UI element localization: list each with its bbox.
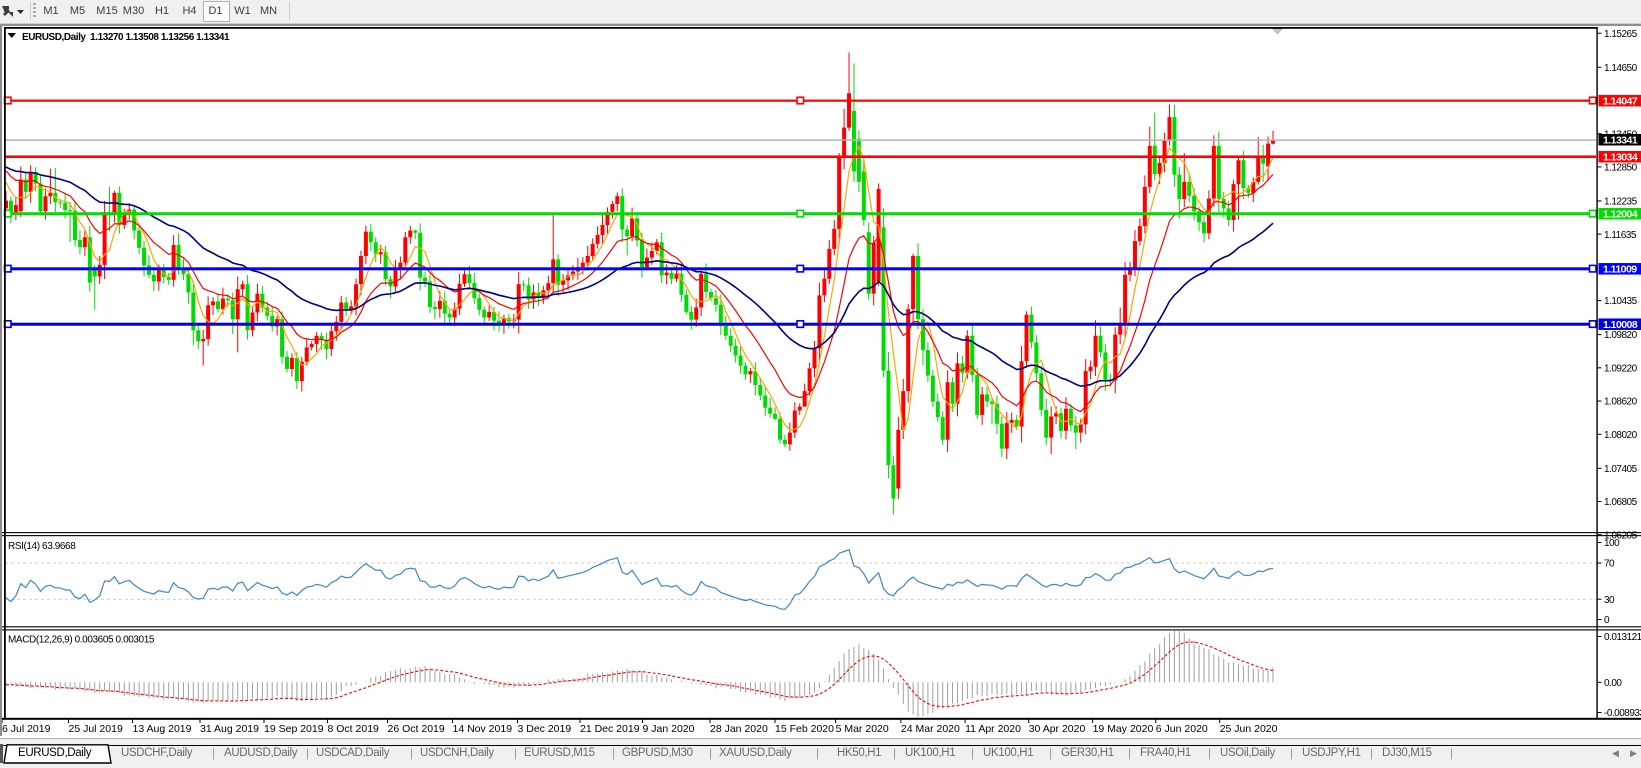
svg-text:6 Jul 2019: 6 Jul 2019 — [2, 723, 51, 735]
svg-text:1.09220: 1.09220 — [1604, 363, 1638, 374]
svg-text:1.10008: 1.10008 — [1603, 319, 1638, 331]
svg-text:11 Apr 2020: 11 Apr 2020 — [965, 723, 1021, 735]
svg-text:EURUSD,Daily 1.13270 1.13508: EURUSD,Daily 1.13270 1.13508 1.13256 1.1… — [22, 32, 230, 43]
svg-text:70: 70 — [1604, 559, 1615, 570]
svg-text:24 Mar 2020: 24 Mar 2020 — [901, 723, 960, 735]
svg-text:1.15265: 1.15265 — [1604, 29, 1638, 40]
svg-text:14 Nov 2019: 14 Nov 2019 — [453, 723, 513, 735]
svg-text:5 Mar 2020: 5 Mar 2020 — [836, 723, 889, 735]
svg-text:0.013121: 0.013121 — [1604, 632, 1641, 643]
svg-text:1.12850: 1.12850 — [1604, 163, 1638, 174]
svg-text:1.13341: 1.13341 — [1603, 135, 1638, 147]
svg-text:3 Dec 2019: 3 Dec 2019 — [518, 723, 572, 735]
svg-text:1.09820: 1.09820 — [1604, 330, 1638, 341]
svg-text:-0.008933: -0.008933 — [1604, 708, 1641, 719]
svg-text:1.08620: 1.08620 — [1604, 397, 1638, 408]
svg-text:21 Dec 2019: 21 Dec 2019 — [580, 723, 640, 735]
svg-text:13 Aug 2019: 13 Aug 2019 — [133, 723, 192, 735]
svg-text:1.13034: 1.13034 — [1603, 152, 1638, 164]
svg-text:19 Sep 2019: 19 Sep 2019 — [264, 723, 324, 735]
svg-text:9 Jan 2020: 9 Jan 2020 — [643, 723, 695, 735]
svg-text:25 Jul 2019: 25 Jul 2019 — [69, 723, 123, 735]
svg-text:0.00: 0.00 — [1604, 678, 1622, 689]
svg-text:30: 30 — [1604, 595, 1615, 606]
svg-text:100: 100 — [1604, 538, 1620, 549]
svg-text:1.12004: 1.12004 — [1603, 209, 1638, 221]
svg-text:1.11009: 1.11009 — [1603, 264, 1637, 276]
svg-text:1.14650: 1.14650 — [1604, 63, 1638, 74]
svg-text:1.06805: 1.06805 — [1604, 497, 1638, 508]
svg-text:1.10435: 1.10435 — [1604, 296, 1638, 307]
svg-text:8 Oct 2019: 8 Oct 2019 — [328, 723, 380, 735]
svg-text:30 Apr 2020: 30 Apr 2020 — [1029, 723, 1086, 735]
svg-text:1.07405: 1.07405 — [1604, 464, 1638, 475]
svg-text:28 Jan 2020: 28 Jan 2020 — [710, 723, 768, 735]
svg-text:1.08020: 1.08020 — [1604, 430, 1638, 441]
svg-text:31 Aug 2019: 31 Aug 2019 — [200, 723, 259, 735]
svg-text:1.06205: 1.06205 — [1604, 530, 1638, 541]
svg-text:1.11635: 1.11635 — [1604, 230, 1637, 241]
svg-text:1.12235: 1.12235 — [1604, 197, 1638, 208]
svg-text:1.14047: 1.14047 — [1603, 96, 1638, 108]
svg-text:19 May 2020: 19 May 2020 — [1093, 723, 1154, 735]
svg-text:0: 0 — [1604, 615, 1610, 626]
svg-text:15 Feb 2020: 15 Feb 2020 — [775, 723, 834, 735]
svg-text:25 Jun 2020: 25 Jun 2020 — [1220, 723, 1278, 735]
svg-text:26 Oct 2019: 26 Oct 2019 — [388, 723, 445, 735]
svg-text:6 Jun 2020: 6 Jun 2020 — [1156, 723, 1208, 735]
svg-text:MACD(12,26,9) 0.003605 0.00301: MACD(12,26,9) 0.003605 0.003015 — [8, 635, 155, 646]
svg-text:RSI(14) 63.9668: RSI(14) 63.9668 — [8, 541, 76, 552]
